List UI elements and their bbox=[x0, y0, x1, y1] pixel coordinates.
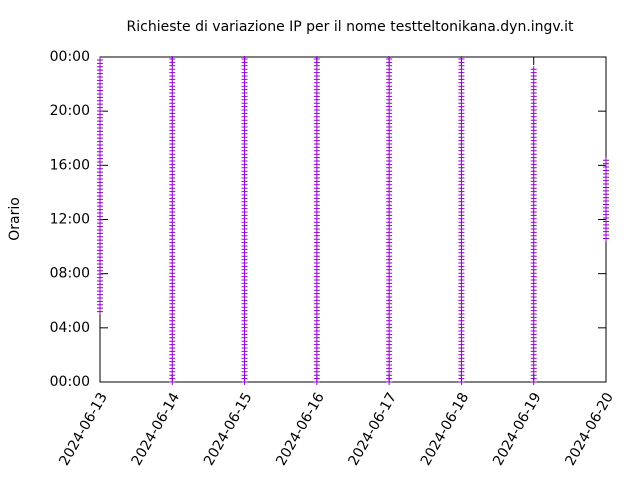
x-tick-label: 2024-06-17 bbox=[346, 390, 401, 468]
x-tick-label: 2024-06-14 bbox=[129, 390, 184, 469]
point-strip bbox=[530, 66, 537, 385]
y-tick-label: 00:00 bbox=[50, 374, 90, 390]
point-strip bbox=[313, 56, 320, 385]
point-strip bbox=[458, 56, 465, 385]
plot-border bbox=[99, 56, 607, 383]
x-tick-label: 2024-06-16 bbox=[273, 390, 328, 469]
y-tick-label: 04:00 bbox=[50, 320, 90, 336]
x-tick-label: 2024-06-19 bbox=[490, 390, 545, 468]
point-strip bbox=[241, 56, 248, 385]
y-axis-label: Orario bbox=[7, 197, 23, 241]
x-tick-label: 2024-06-13 bbox=[56, 390, 111, 468]
x-tick-label: 2024-06-20 bbox=[562, 390, 617, 468]
y-tick-label: 20:00 bbox=[50, 103, 90, 119]
point-strip bbox=[169, 56, 176, 385]
x-tick-label: 2024-06-18 bbox=[418, 390, 473, 468]
chart-title: Richieste di variazione IP per il nome t… bbox=[127, 19, 574, 35]
point-strip bbox=[603, 157, 609, 242]
y-tick-label: 00:00 bbox=[50, 49, 90, 65]
y-tick-label: 08:00 bbox=[50, 266, 90, 282]
y-tick-label: 12:00 bbox=[50, 212, 90, 228]
y-tick-label: 16:00 bbox=[50, 157, 90, 173]
x-tick-label: 2024-06-15 bbox=[201, 390, 256, 468]
point-strip bbox=[97, 56, 103, 315]
point-strip bbox=[386, 56, 393, 385]
